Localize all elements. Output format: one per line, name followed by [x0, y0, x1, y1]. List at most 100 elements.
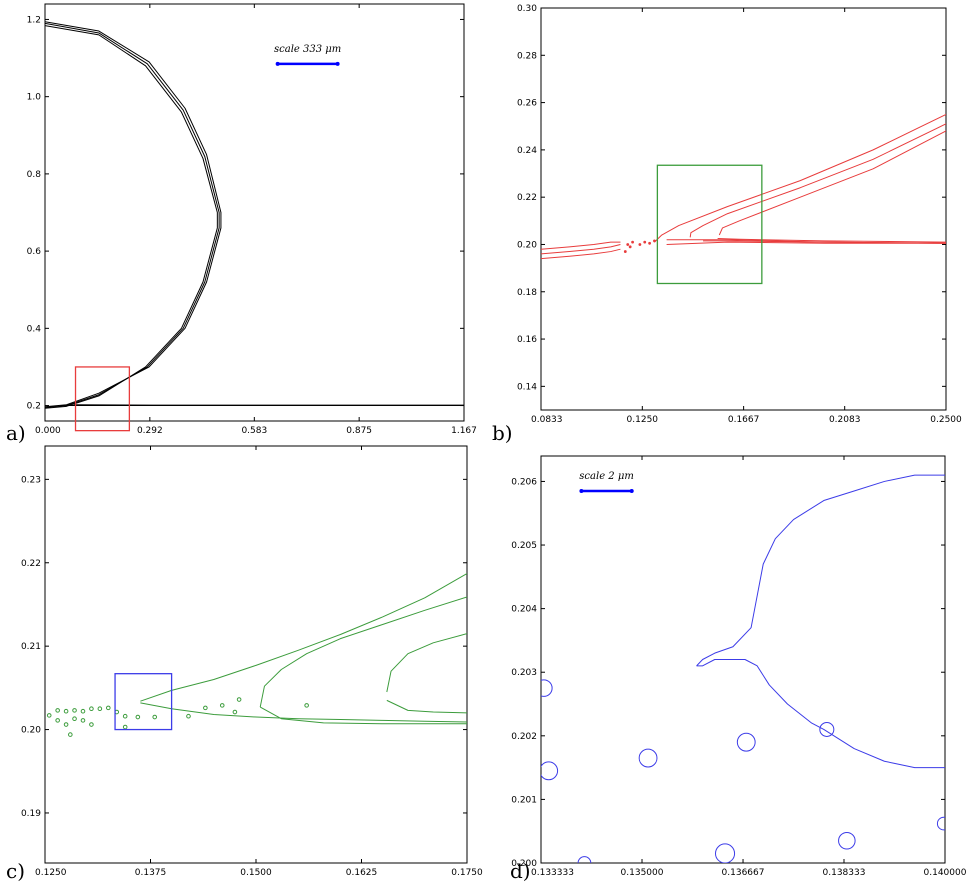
- panel-c: 0.1250 0.1375 0.1500 0.1625 0.1750 0.19 0.20 0.…: [6, 445, 483, 882]
- panel-c-droplet: [55, 708, 60, 713]
- panel-c-droplet: [63, 722, 69, 727]
- panel-c-droplet: [232, 709, 238, 715]
- panel-c-interface-line: [140, 573, 467, 702]
- panel-b-droplet: [626, 243, 630, 246]
- panel-d-droplet: [714, 843, 736, 863]
- panel-b-ytick-label: 0.22: [517, 193, 537, 203]
- panel-c-droplet: [203, 705, 208, 711]
- panel-d-ytick-label: 0.203: [511, 668, 537, 678]
- panel-d-scale-label: scale 2 μm: [579, 471, 634, 482]
- panel-a-plot-area: [45, 21, 464, 409]
- panel-c-label: c): [6, 859, 25, 882]
- panel-b: 0.0833 0.1250 0.1667 0.2083 0.2500 0.14 0.16 0.…: [492, 4, 962, 445]
- panel-c-ytick-label: 0.23: [21, 475, 41, 485]
- panel-d-droplet: [541, 679, 553, 697]
- panel-a-ytick-label: 0.8: [27, 170, 42, 180]
- panel-b-plot-area: [541, 113, 946, 260]
- panel-b-interface-line: [666, 241, 946, 245]
- panel-c-ytick-label: 0.20: [21, 726, 41, 736]
- panel-c-droplet: [236, 697, 242, 702]
- panel-b-xtick-label: 0.2083: [829, 415, 861, 425]
- panel-b-label: b): [492, 421, 513, 445]
- panel-a-scale-bar-end: [275, 61, 280, 66]
- panel-d-xtick-label: 0.138333: [823, 868, 866, 878]
- panel-c-droplet: [106, 705, 111, 711]
- panel-b-droplet: [653, 239, 656, 243]
- panel-a-frame: [44, 3, 465, 422]
- panel-c-interface-line: [140, 702, 467, 723]
- panel-d-droplet: [638, 748, 658, 768]
- panel-d-xtick-label: 0.140000: [924, 868, 967, 878]
- panel-a-xtick-label: 0.583: [241, 426, 267, 436]
- panel-b-interface-line: [717, 238, 946, 243]
- panel-d-plot-area: [541, 474, 945, 863]
- panel-b-droplet: [631, 240, 634, 244]
- panel-d-scale-bar-end: [629, 488, 634, 493]
- panel-c-xtick-label: 0.1500: [240, 868, 272, 878]
- panel-b-ytick-label: 0.28: [517, 51, 537, 61]
- panel-d-ytick-label: 0.206: [511, 477, 537, 487]
- panel-c-ytick-label: 0.21: [21, 642, 41, 652]
- panel-b-interface-line: [541, 248, 621, 260]
- panel-c-interface-line: [386, 699, 467, 714]
- panel-b-droplet: [638, 243, 642, 246]
- panel-b-interface-line: [703, 240, 946, 244]
- panel-d-ytick-label: 0.202: [511, 732, 537, 742]
- panel-c-droplet: [304, 703, 309, 708]
- panel-b-ytick-label: 0.24: [517, 146, 537, 156]
- panel-b-ytick-label: 0.16: [517, 335, 537, 345]
- panel-d-xtick-label: 0.135000: [621, 868, 664, 878]
- panel-a-ytick-label: 1.2: [27, 15, 41, 25]
- panel-b-interface-line: [718, 130, 946, 236]
- panel-b-droplet: [643, 240, 647, 244]
- panel-d-droplet: [838, 831, 856, 850]
- panel-a-ytick-label: 0.4: [27, 324, 42, 334]
- panel-b-interface-line: [541, 243, 621, 255]
- panel-d-droplet: [819, 721, 835, 737]
- panel-c-droplet: [68, 732, 73, 737]
- panel-b-xtick-label: 0.2500: [930, 415, 962, 425]
- panel-d-ytick-label: 0.201: [511, 795, 537, 805]
- panel-a-scale-bar-end: [335, 61, 340, 66]
- panel-c-interface-line: [259, 706, 467, 725]
- panel-c-xtick-label: 0.1375: [135, 868, 167, 878]
- panel-a-xtick-label: 1.167: [451, 426, 477, 436]
- panel-c-xtick-label: 0.1250: [35, 868, 67, 878]
- panel-b-xtick-label: 0.1250: [627, 415, 659, 425]
- panel-c-droplet: [63, 708, 69, 714]
- panel-c-droplet: [135, 714, 141, 720]
- panel-d-scale-bar-end: [579, 488, 584, 493]
- panel-a-interface-line: [45, 22, 220, 408]
- panel-a: 0.000 0.292 0.583 0.875 1.167 0.2 0.4 0.6 0.8 1.0…: [6, 3, 477, 445]
- panel-b-frame: [540, 7, 947, 411]
- panel-d-droplet: [541, 761, 559, 781]
- panel-b-ytick-label: 0.26: [517, 99, 537, 109]
- panel-c-droplet: [72, 708, 77, 713]
- panel-c-droplet: [80, 708, 86, 714]
- panel-d-droplet: [736, 732, 756, 752]
- panel-c-droplet: [152, 714, 158, 720]
- panel-d-droplet: [936, 816, 945, 831]
- panel-c-zoom-box: [114, 673, 173, 731]
- panel-a-scale-label: scale 333 μm: [274, 44, 341, 55]
- panel-b-ytick-label: 0.18: [517, 288, 537, 298]
- panel-a-xtick-label: 0.875: [346, 426, 372, 436]
- panel-c-droplet: [97, 706, 103, 712]
- panel-d-ytick-label: 0.200: [511, 859, 537, 869]
- panel-d-label: d): [510, 859, 531, 882]
- panel-b-droplet: [628, 245, 632, 249]
- panel-a-xtick-label: 0.000: [35, 426, 61, 436]
- panel-d-interface-line: [696, 474, 945, 667]
- panel-b-droplet: [623, 250, 627, 253]
- panel-a-zoom-box: [74, 366, 131, 432]
- panel-c-ytick-label: 0.22: [21, 559, 41, 569]
- panel-d-droplet: [577, 856, 592, 863]
- panel-b-interface-line: [541, 241, 621, 250]
- panel-c-droplet: [80, 718, 86, 723]
- panel-d: 0.133333 0.135000 0.136667 0.138333 0.140000…: [510, 455, 967, 882]
- panel-c-plot-area: [46, 573, 467, 737]
- panel-d-ytick-label: 0.204: [511, 605, 537, 615]
- panel-a-xtick-label: 0.292: [137, 426, 163, 436]
- panel-b-zoom-box: [656, 164, 763, 285]
